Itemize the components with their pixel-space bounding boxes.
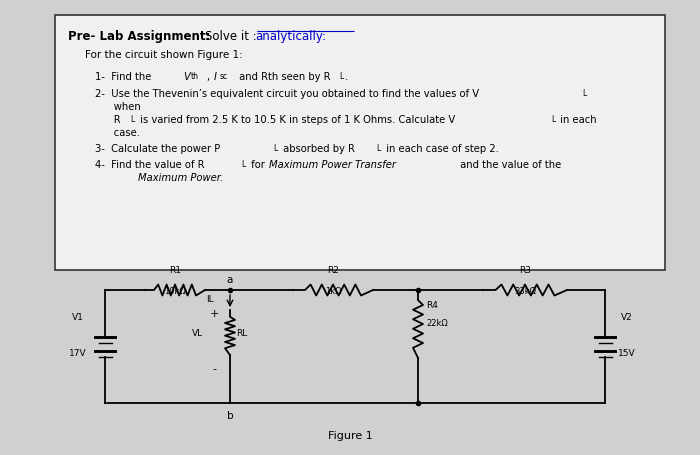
Text: L: L [241,160,245,169]
Text: +: + [209,308,218,318]
Text: L: L [376,144,380,153]
Text: 1-  Find the: 1- Find the [95,72,155,82]
Text: case.: case. [95,128,140,138]
Text: 33kΩ: 33kΩ [514,286,536,295]
Text: 2-  Use the Thevenin’s equivalent circuit you obtained to find the values of V: 2- Use the Thevenin’s equivalent circuit… [95,89,479,99]
Text: R4: R4 [426,301,438,310]
Text: b: b [227,410,233,420]
Text: V: V [183,72,190,82]
Text: Pre- Lab Assignment:: Pre- Lab Assignment: [68,30,211,43]
Text: R3: R3 [519,265,531,274]
Text: L: L [339,72,343,81]
Text: R1: R1 [169,265,181,274]
Text: for: for [248,160,268,170]
Text: VL: VL [192,328,203,337]
Text: 15V: 15V [618,349,636,358]
Text: is varied from 2.5 K to 10.5 K in steps of 1 K Ohms. Calculate V: is varied from 2.5 K to 10.5 K in steps … [137,115,455,125]
Text: Maximum Power Transfer: Maximum Power Transfer [269,160,396,170]
Text: -: - [212,363,216,373]
Text: L: L [551,115,555,124]
Text: 3-  Calculate the power P: 3- Calculate the power P [95,144,220,154]
Text: Figure 1: Figure 1 [328,430,372,440]
Text: in each: in each [557,115,596,125]
Text: Solve it :: Solve it : [205,30,260,43]
Text: absorbed by R: absorbed by R [280,144,355,154]
Text: L: L [273,144,277,153]
Text: RL: RL [236,328,247,337]
Text: analytically:: analytically: [255,30,326,43]
Text: L: L [130,115,134,124]
Text: 10kΩ: 10kΩ [164,286,186,295]
Text: 4-  Find the value of R: 4- Find the value of R [95,160,204,170]
Text: For the circuit shown Figure 1:: For the circuit shown Figure 1: [85,50,243,60]
Text: sc: sc [220,72,228,81]
FancyBboxPatch shape [55,16,665,270]
Text: V1: V1 [72,313,84,322]
Text: L: L [582,89,587,98]
Text: .: . [345,72,349,82]
Text: th: th [191,72,199,81]
Text: V2: V2 [621,313,633,322]
Text: a: a [227,274,233,284]
Text: I: I [214,72,217,82]
Text: R2: R2 [327,265,339,274]
Text: 22kΩ: 22kΩ [426,318,448,327]
Text: R: R [95,115,120,125]
Text: ,: , [207,72,214,82]
Text: and the value of the: and the value of the [457,160,561,170]
Text: in each case of step 2.: in each case of step 2. [383,144,499,154]
Text: when: when [95,102,141,112]
Text: Maximum Power.: Maximum Power. [138,172,223,182]
Text: 17V: 17V [69,349,87,358]
Text: and Rth seen by R: and Rth seen by R [236,72,330,82]
Text: 1kΩ: 1kΩ [325,286,342,295]
Text: IL: IL [206,294,214,303]
